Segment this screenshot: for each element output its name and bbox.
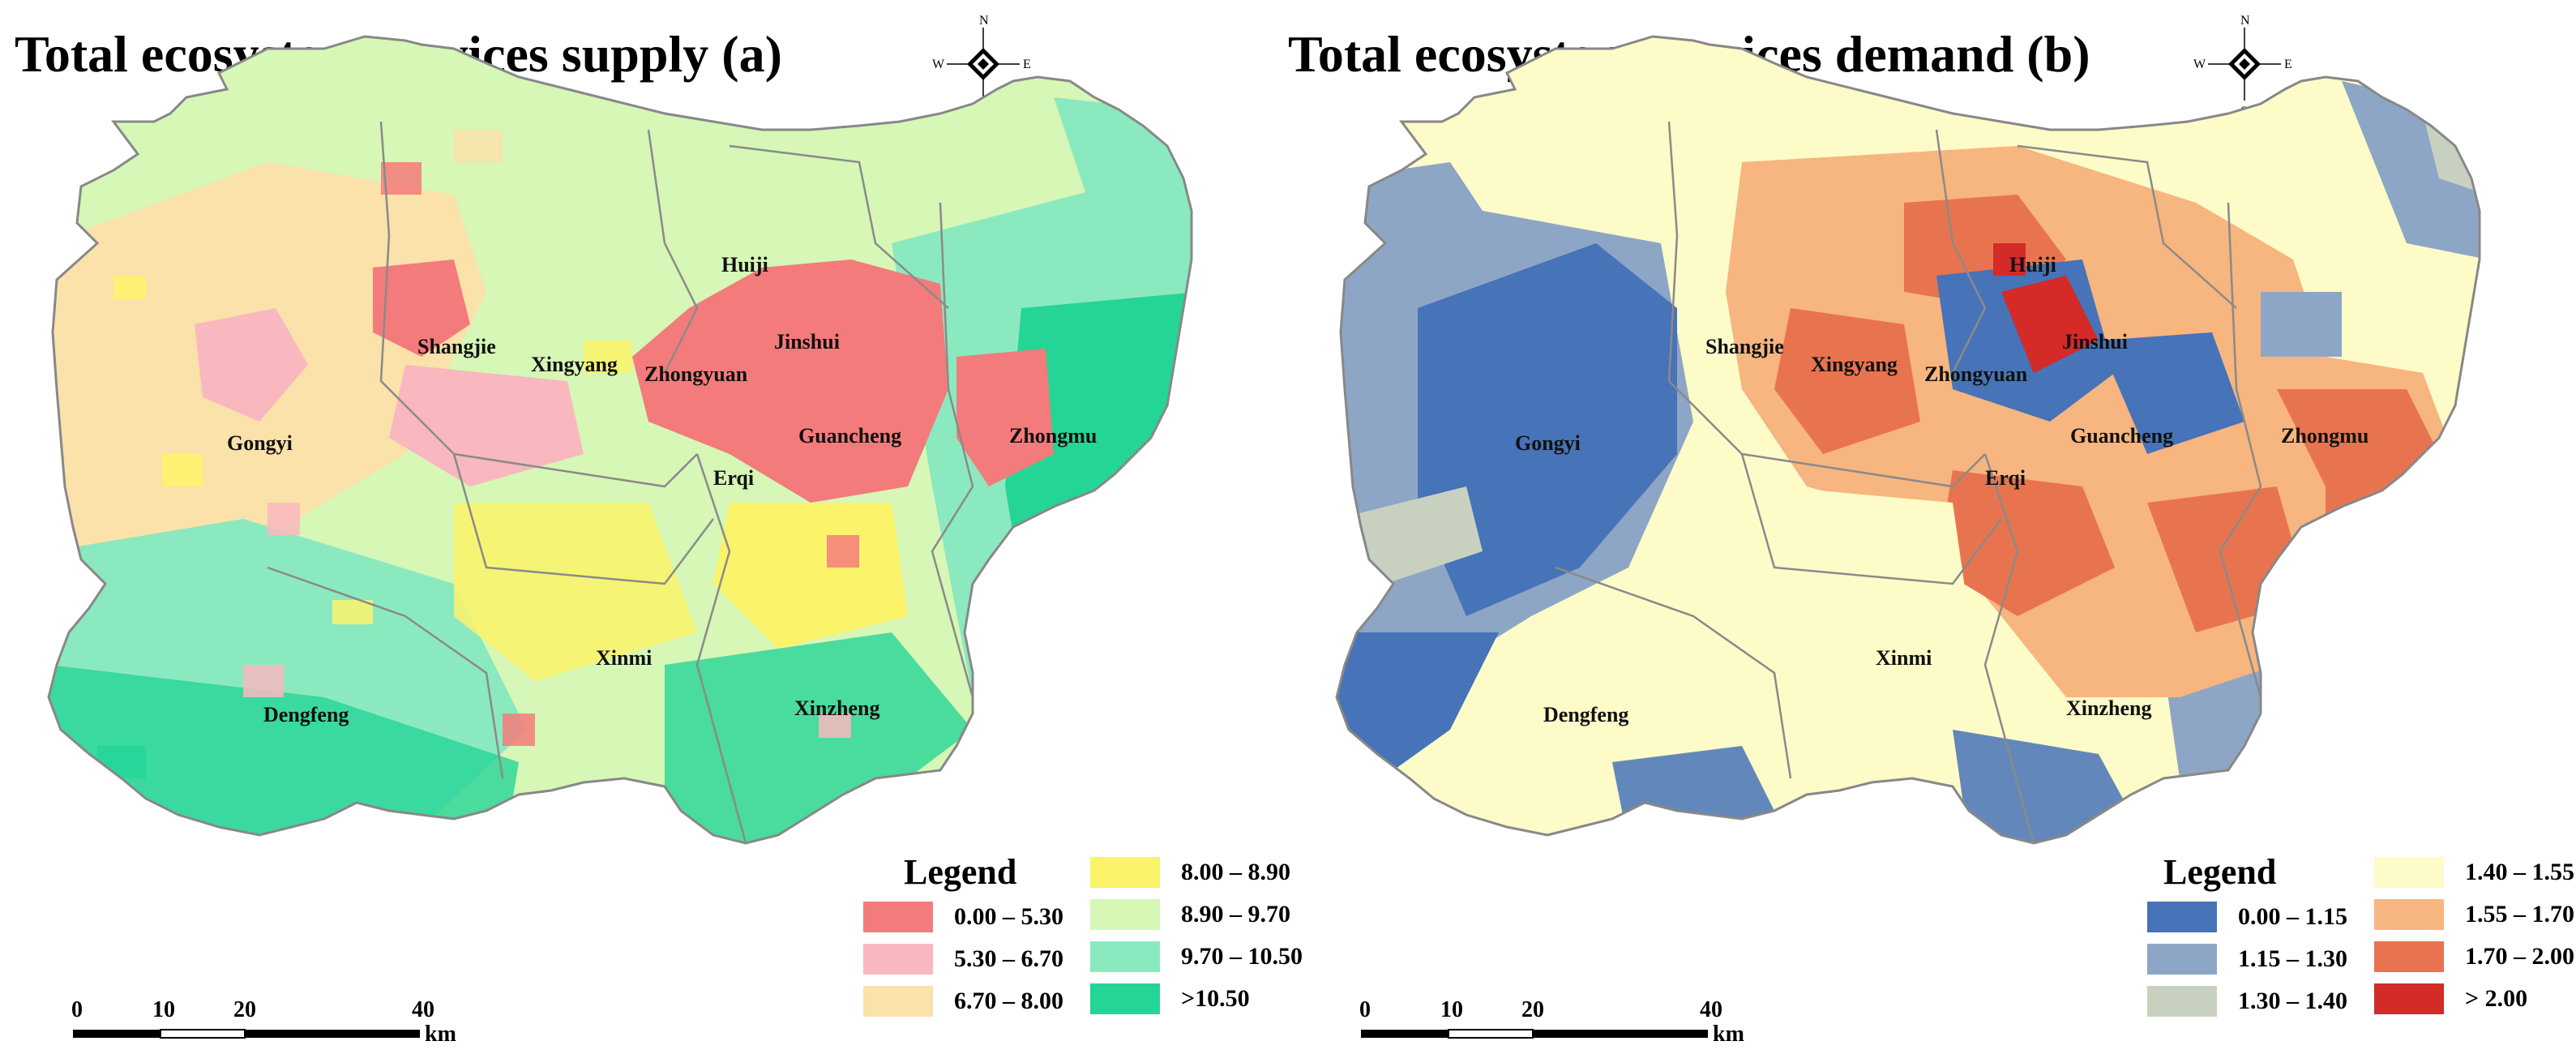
- district-label: Zhongyuan: [644, 362, 748, 386]
- legend-swatch: [1090, 941, 1160, 972]
- scale-tick: 0: [1359, 997, 1371, 1022]
- compass-n: N: [979, 14, 989, 28]
- legend-column-left: 0.00 – 1.15 1.15 – 1.30 1.30 – 1.40: [2147, 896, 2347, 1022]
- district-label: Zhongyuan: [1924, 362, 2028, 386]
- legend-item: 1.40 – 1.55: [2374, 851, 2574, 893]
- legend-swatch: [1090, 983, 1160, 1014]
- district-label: Xinzheng: [794, 696, 879, 720]
- district-label: Xinmi: [596, 646, 652, 670]
- compass-n: N: [2240, 14, 2250, 28]
- legend-swatch: [863, 902, 933, 932]
- district-label: Dengfeng: [1543, 703, 1628, 726]
- legend-item: 1.70 – 2.00: [2374, 936, 2574, 978]
- compass-e: E: [2284, 58, 2292, 71]
- district-label: Jinshui: [774, 330, 840, 353]
- scale-bar: 0 10 20 40 km: [1359, 997, 1829, 1047]
- compass-icon: N S E W: [932, 14, 1031, 117]
- legend-item: > 2.00: [2374, 978, 2574, 1020]
- scale-bar-graphic: [1361, 1029, 1708, 1039]
- district-label: Dengfeng: [263, 703, 349, 726]
- legend-title: Legend: [2163, 852, 2277, 892]
- legend-swatch: [2147, 986, 2217, 1017]
- legend-column-left: 0.00 – 5.30 5.30 – 6.70 6.70 – 8.00: [863, 896, 1063, 1022]
- district-label: Gongyi: [227, 431, 293, 455]
- scale-tick: 40: [412, 997, 434, 1022]
- compass-w: W: [932, 58, 945, 71]
- legend-item: 0.00 – 1.15: [2147, 896, 2347, 938]
- scale-tick: 40: [1700, 997, 1722, 1022]
- scale-tick: 10: [152, 997, 175, 1022]
- legend-swatch: [2374, 857, 2444, 888]
- district-label: Guancheng: [798, 424, 901, 448]
- scale-unit: km: [425, 1022, 456, 1047]
- district-label: Huiji: [721, 253, 768, 276]
- district-label: Shangjie: [1705, 335, 1784, 358]
- scale-unit: km: [1713, 1022, 1744, 1047]
- legend-swatch: [863, 944, 933, 975]
- district-label: Shangjie: [417, 335, 496, 358]
- legend-swatch: [1090, 899, 1160, 930]
- legend-swatch: [2147, 902, 2217, 932]
- district-label: Huiji: [2009, 253, 2056, 276]
- scale-tick: 0: [71, 997, 83, 1022]
- scale-tick: 20: [233, 997, 256, 1022]
- compass-w: W: [2193, 58, 2206, 71]
- supply-map: Huiji Shangjie Xingyang Zhongyuan Jinshu…: [47, 35, 1193, 845]
- legend-title: Legend: [904, 852, 1017, 892]
- scale-bar-graphic: [73, 1029, 420, 1039]
- panel-demand: Total ecosystem services demand (b) N S …: [1288, 0, 2576, 1054]
- legend-item: 5.30 – 6.70: [863, 938, 1063, 980]
- district-label: Xingyang: [1811, 353, 1898, 376]
- legend-item: >10.50: [1090, 978, 1303, 1020]
- legend-item: 1.15 – 1.30: [2147, 938, 2347, 980]
- district-label: Xinmi: [1876, 646, 1932, 670]
- legend-swatch: [2374, 899, 2444, 930]
- district-label: Erqi: [1985, 466, 2026, 490]
- district-label: Xinzheng: [2066, 696, 2151, 720]
- legend-item: 0.00 – 5.30: [863, 896, 1063, 938]
- district-label: Erqi: [713, 466, 754, 490]
- legend-swatch: [2374, 941, 2444, 972]
- legend-swatch: [1090, 857, 1160, 888]
- scale-tick: 10: [1440, 997, 1463, 1022]
- compass-e: E: [1023, 58, 1031, 71]
- district-label: Zhongmu: [1009, 424, 1097, 448]
- legend-swatch: [2147, 944, 2217, 975]
- district-label: Gongyi: [1515, 431, 1581, 455]
- panel-supply: Total ecosystem services supply (a) N S …: [15, 14, 1303, 1047]
- legend-swatch: [863, 986, 933, 1017]
- district-label: Zhongmu: [2281, 424, 2368, 448]
- demand-map: Huiji Shangjie Xingyang Zhongyuan Jinshu…: [1335, 35, 2481, 845]
- legend-column-right: 1.40 – 1.55 1.55 – 1.70 1.70 – 2.00 > 2.…: [2374, 851, 2574, 1020]
- legend-item: 8.90 – 9.70: [1090, 893, 1303, 936]
- legend-item: 8.00 – 8.90: [1090, 851, 1303, 893]
- district-label: Guancheng: [2070, 424, 2173, 448]
- legend-item: 6.70 – 8.00: [863, 980, 1063, 1022]
- legend-item: 1.55 – 1.70: [2374, 893, 2574, 936]
- compass-icon: N S E W: [2193, 14, 2292, 117]
- legend-item: 1.30 – 1.40: [2147, 980, 2347, 1022]
- scale-tick: 20: [1521, 997, 1544, 1022]
- district-label: Jinshui: [2062, 330, 2128, 353]
- legend-column-right: 8.00 – 8.90 8.90 – 9.70 9.70 – 10.50 >10…: [1090, 851, 1303, 1020]
- legend-swatch: [2374, 983, 2444, 1014]
- legend-item: 9.70 – 10.50: [1090, 936, 1303, 978]
- scale-bar: 0 10 20 40 km: [71, 997, 541, 1047]
- district-label: Xingyang: [531, 353, 618, 376]
